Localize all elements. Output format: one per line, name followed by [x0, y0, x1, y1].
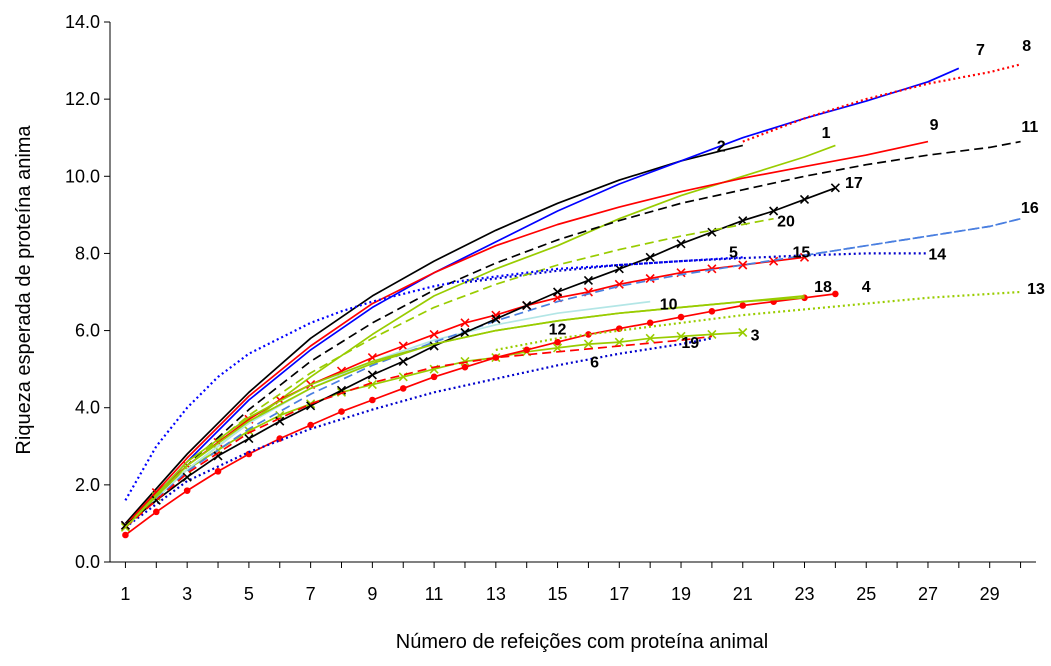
- curve-label: 4: [862, 279, 871, 296]
- series-line: [743, 64, 1021, 141]
- data-point: [832, 291, 839, 298]
- curve-label: 14: [928, 246, 946, 263]
- x-tick-label: 15: [548, 584, 568, 604]
- y-tick-label: 6.0: [75, 321, 100, 341]
- series-17: [121, 184, 839, 529]
- series-8: [743, 64, 1021, 141]
- series-line: [125, 294, 835, 535]
- curve-label: 1: [822, 125, 831, 142]
- data-point: [584, 276, 592, 284]
- y-tick-label: 10.0: [65, 166, 100, 186]
- series-11: [125, 142, 1020, 528]
- data-point: [430, 330, 438, 338]
- data-point: [368, 371, 376, 379]
- data-point: [646, 253, 654, 261]
- data-point: [678, 314, 685, 321]
- series-15: [125, 219, 1020, 528]
- series-line: [805, 219, 1021, 256]
- data-point: [307, 422, 314, 429]
- y-axis-title: Riqueza esperada de proteína anima: [13, 125, 35, 455]
- data-point: [183, 473, 191, 481]
- x-tick-label: 9: [367, 584, 377, 604]
- data-point: [677, 240, 685, 248]
- series-5: [121, 253, 808, 529]
- curve-label: 6: [590, 354, 599, 371]
- data-point: [647, 320, 654, 327]
- y-tick-label: 8.0: [75, 243, 100, 263]
- series-line: [125, 68, 958, 527]
- x-tick-label: 11: [425, 584, 444, 604]
- axes: 0.02.04.06.08.010.012.014.01 3 5 7 9 11 13 15 17…: [65, 12, 1036, 604]
- series-1: [125, 145, 835, 527]
- curve-label: 15: [793, 245, 811, 262]
- x-tick-label: 27: [918, 584, 938, 604]
- curve-label: 3: [751, 327, 760, 344]
- series-9: [125, 142, 928, 526]
- data-point: [523, 347, 530, 354]
- curve-label: 12: [549, 322, 567, 339]
- y-tick-label: 2.0: [75, 475, 100, 495]
- data-point: [801, 195, 809, 203]
- series-line: [125, 142, 1020, 528]
- curve-label: 18: [814, 279, 832, 296]
- curve-label: 8: [1022, 38, 1031, 55]
- curve-label: 7: [976, 42, 985, 59]
- data-point: [153, 509, 160, 516]
- y-tick-label: 0.0: [75, 552, 100, 572]
- x-tick-label: 13: [486, 584, 506, 604]
- series-line: [125, 219, 1020, 528]
- x-tick-label: 29: [980, 584, 1000, 604]
- curve-label: 10: [660, 297, 678, 314]
- series-10: [125, 302, 650, 528]
- x-tick-label: 5: [244, 584, 254, 604]
- x-tick-label: 7: [306, 584, 316, 604]
- x-tick-label: 23: [794, 584, 814, 604]
- data-point: [709, 308, 716, 315]
- y-tick-label: 14.0: [65, 12, 100, 32]
- x-tick-label: 3: [182, 584, 192, 604]
- curve-label: 17: [845, 175, 863, 192]
- series-16: [805, 219, 1021, 256]
- y-tick-label: 4.0: [75, 398, 100, 418]
- data-point: [184, 487, 191, 494]
- curve-label: 13: [1027, 281, 1045, 298]
- data-point: [739, 302, 746, 309]
- curve-label: 9: [930, 117, 939, 134]
- x-tick-label: 17: [609, 584, 629, 604]
- x-tick-label: 21: [733, 584, 753, 604]
- series-line: [125, 142, 928, 526]
- series-line: [465, 253, 928, 282]
- series-line: [125, 145, 835, 527]
- y-tick-label: 12.0: [65, 89, 100, 109]
- data-point: [462, 364, 469, 371]
- data-point: [245, 435, 253, 443]
- series-line: [125, 302, 650, 528]
- curve-label: 2: [717, 138, 726, 155]
- x-axis-title: Número de refeições com proteína animal: [396, 631, 768, 653]
- curve-label: 11: [1021, 119, 1038, 136]
- curve-label: 20: [777, 214, 795, 231]
- x-tick-label: 25: [856, 584, 876, 604]
- x-tick-label: 1: [120, 584, 130, 604]
- data-point: [554, 288, 562, 296]
- curve-labels: 7 89 11121720165 15 1418 4 131012 3196: [549, 38, 1045, 371]
- data-point: [399, 357, 407, 365]
- series-7: [125, 68, 958, 527]
- curve-label: 19: [681, 335, 699, 352]
- curve-label: 5: [729, 245, 738, 262]
- x-tick-label: 19: [671, 584, 691, 604]
- series-line: [125, 257, 804, 525]
- data-point: [399, 342, 407, 350]
- data-point: [122, 532, 129, 539]
- series-14: [465, 253, 928, 282]
- data-point: [338, 408, 345, 415]
- curves: [121, 64, 1020, 538]
- curve-label: 16: [1021, 200, 1039, 217]
- data-point: [831, 184, 839, 192]
- data-point: [369, 397, 376, 404]
- data-point: [400, 385, 407, 392]
- data-point: [215, 468, 222, 475]
- data-point: [431, 374, 438, 381]
